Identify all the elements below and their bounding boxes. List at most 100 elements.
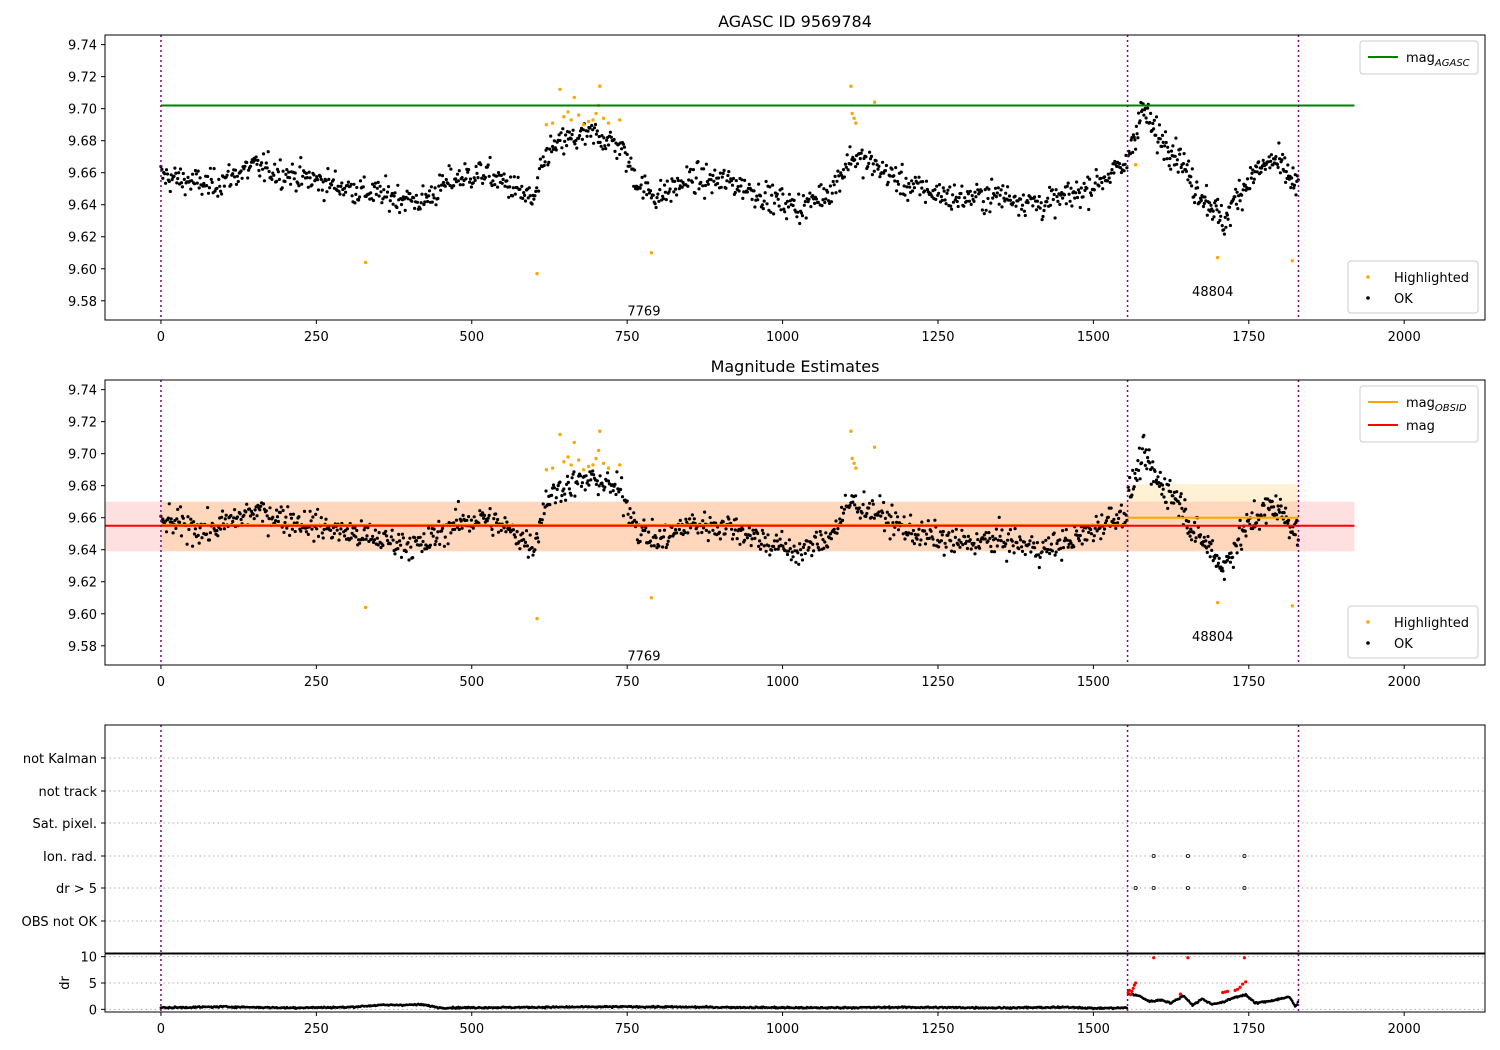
estimates-point-ok [1225,558,1229,562]
agasc-point-ok [835,179,839,183]
agasc-point-ok [886,180,890,184]
estimates-point-ok [940,533,944,537]
agasc-point-ok [1203,195,1207,199]
estimates-point-ok [457,527,461,532]
estimates-point-ok [251,512,255,516]
agasc-point-ok [569,137,573,141]
agasc-point-ok [541,155,545,159]
estimates-point-ok [1041,540,1045,544]
agasc-point-ok [233,175,237,179]
estimates-point-ok [353,526,357,530]
estimates-point-ok [350,531,354,535]
agasc-point-ok [537,189,541,193]
agasc-point-ok [708,173,712,177]
estimates-point-ok [915,537,919,541]
agasc-point-ok [999,188,1003,192]
agasc-point-ok [1094,168,1098,172]
estimates-point-ok [871,502,875,506]
estimates-point-ok [449,531,453,535]
estimates-point-ok [565,474,570,478]
estimates-point-ok [1062,539,1067,543]
estimates-point-ok [862,490,866,494]
agasc-point-ok [1187,159,1191,163]
estimates-point-ok [467,515,471,519]
agasc-point-highlighted [550,121,555,125]
agasc-point-ok [306,185,310,189]
agasc-point-ok [372,185,377,189]
estimates-point-ok [179,534,184,538]
agasc-point-ok [1006,185,1010,189]
estimates-point-ok [390,528,394,532]
estimates-point-ok [377,531,381,535]
dr-xtick-label: 750 [615,1022,640,1037]
agasc-point-ok [1252,177,1256,181]
estimates-point-ok [174,526,178,531]
agasc-point-ok [548,147,552,151]
dr-point-highlighted [1226,989,1230,994]
agasc-point-highlighted [558,87,562,92]
panel-estimates-plot: 7769488049.589.609.629.649.669.689.709.7… [68,379,1486,690]
agasc-point-ok [1013,194,1017,198]
agasc-point-ok [318,175,322,179]
estimates-xtick-label: 1250 [921,675,954,690]
estimates-point-ok [578,474,583,478]
estimates-point-ok [799,553,804,557]
agasc-point-ok [791,203,795,208]
estimates-point-ok [821,538,825,542]
estimates-point-ok [1140,447,1144,451]
agasc-point-ok [469,185,473,189]
agasc-point-ok [956,204,960,209]
estimates-point-ok [421,539,425,544]
estimates-point-ok [1089,532,1094,536]
agasc-point-ok [1100,180,1104,185]
agasc-point-ok [551,144,555,149]
estimates-point-ok [181,516,185,520]
estimates-point-ok [338,532,342,536]
agasc-point-ok [1234,187,1238,191]
agasc-point-ok [565,144,569,148]
agasc-point-ok [562,152,566,156]
agasc-point-ok [1109,171,1113,175]
estimates-point-ok [785,552,790,557]
agasc-point-ok [1106,172,1110,176]
agasc-point-ok [993,186,998,190]
agasc-point-ok [362,175,366,179]
estimates-point-ok [1075,533,1080,538]
agasc-point-ok [676,179,681,183]
agasc-point-highlighted [649,251,654,255]
estimates-point-ok [1033,546,1037,550]
agasc-point-ok [1156,140,1160,144]
estimates-point-ok [515,530,519,534]
agasc-point-ok [262,179,266,183]
agasc-point-ok [890,167,894,171]
agasc-ytick-label: 9.58 [68,295,97,310]
estimates-point-highlighted [598,429,602,433]
agasc-point-ok [1248,187,1252,191]
estimates-point-ok [1109,506,1113,510]
estimates-point-ok [275,515,280,519]
agasc-point-ok [1199,198,1203,203]
estimates-point-ok [435,536,439,540]
agasc-point-ok [957,196,961,200]
flags-category-label: OBS not OK [22,915,98,930]
agasc-point-ok [564,133,568,137]
agasc-point-ok [1167,164,1171,168]
estimates-point-ok [488,507,492,511]
estimates-point-ok [681,532,685,537]
estimates-point-ok [791,555,795,559]
estimates-point-ok [965,539,969,543]
estimates-point-ok [1276,504,1280,508]
estimates-point-ok [675,531,679,535]
agasc-point-ok [585,134,589,138]
estimates-point-ok [1096,520,1100,524]
estimates-point-ok [548,503,552,507]
estimates-point-ok [741,527,745,531]
agasc-point-ok [299,156,303,160]
agasc-point-ok [1154,115,1159,119]
estimates-point-ok [563,492,567,496]
agasc-point-ok [398,210,402,215]
estimates-point-ok [882,529,887,533]
estimates-point-ok [1053,553,1057,557]
agasc-point-ok [870,173,875,177]
